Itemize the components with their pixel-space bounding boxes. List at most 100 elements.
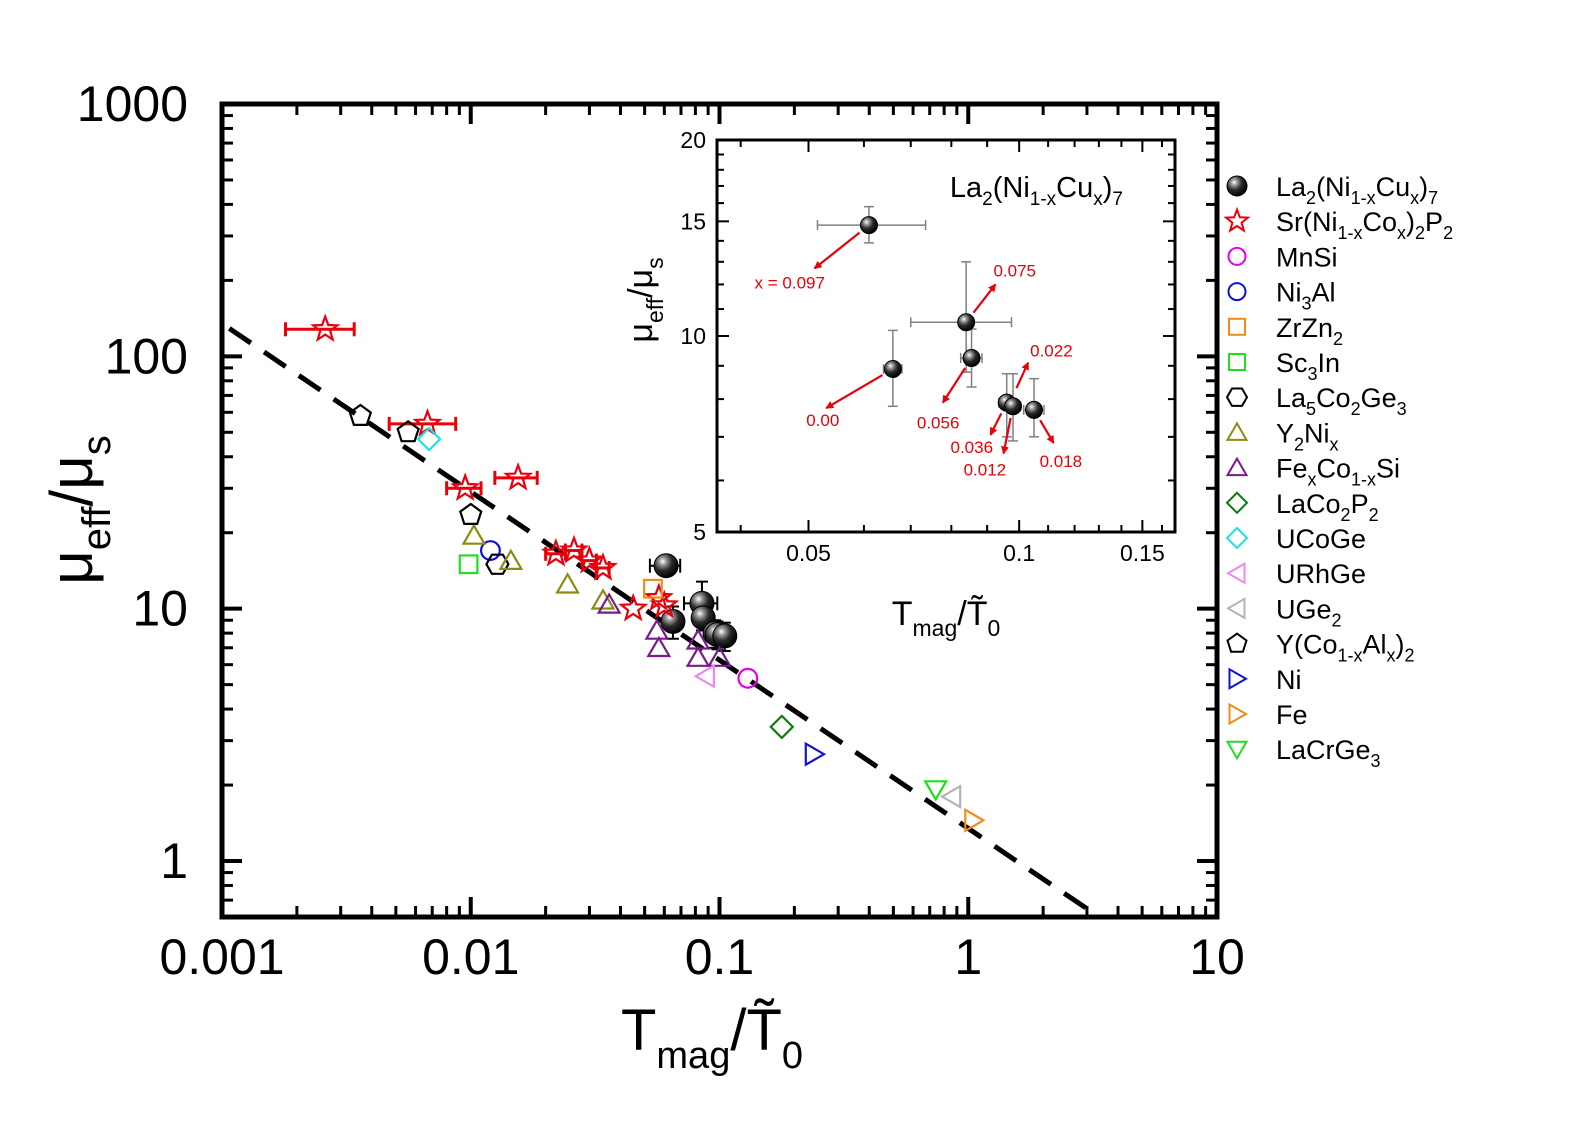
x-label-main2: T̃ [746,998,781,1063]
legend-label: MnSi [1276,242,1338,272]
inset-arrow [941,367,966,404]
inset-arrow [972,283,997,314]
inset-title: La2(Ni1-xCux)7 [950,172,1123,210]
legend-label-part: Al [1312,278,1336,308]
legend-label-part: ZrZn [1276,313,1333,343]
legend-label-part: Co [1363,207,1398,237]
legend-label-sub: 2 [1306,188,1316,208]
inset-point-label: 0.018 [1040,452,1083,471]
main-axis-tick-labels: 0.001 0.01 0.1 1 10 1 10 100 1000 [77,76,1245,985]
legend-marker-hexagon [1225,387,1249,407]
legend-label-part: Sc [1276,348,1308,378]
x-label-slash: / [730,998,747,1063]
main-y-axis-label: μeff/μs [38,435,119,585]
legend-label: UGe2 [1276,594,1342,630]
legend-item: Sc3In [1228,348,1340,384]
legend-label-part: La [1276,172,1307,202]
y-tick-label: 1000 [77,76,188,132]
legend-marker-pentagon [1226,632,1248,653]
point-triangle-up [644,618,670,640]
legend-label-part: Sr(Ni [1276,207,1338,237]
legend-label-sub: 2 [1405,646,1415,666]
legend-label-part: ) [1396,630,1405,660]
legend-label-part: (Ni [1316,172,1351,202]
inset-background [717,140,1175,532]
point-triangle-up [590,588,616,610]
legend-item: Y2Nix [1225,418,1339,454]
legend-label-part: Y [1276,418,1294,448]
point-star [310,313,341,343]
point-star [450,472,481,502]
inset-arrow [1015,361,1030,389]
point-triangle-down [923,780,949,802]
inset-point-sphere [1024,400,1043,419]
inset-arrow [1001,417,1012,455]
legend-label-sub: 1-x [1338,646,1363,666]
legend-label-sub: 7 [1428,188,1438,208]
x-tick-label: 0.1 [685,929,755,985]
inset-point-sphere [957,313,976,332]
legend-label-sub: 1-x [1351,188,1376,208]
y-label-main: μ [38,550,105,585]
inset-arrow [989,412,1003,436]
legend-label: La2(Ni1-xCux)7 [1276,172,1438,208]
main-x-axis-label: Tmag/T̃0 [621,998,803,1077]
legend-label-part: Y(Co [1276,630,1338,660]
legend-label-sub: 2 [1351,399,1361,419]
legend-label: Fe [1276,700,1308,730]
legend-marker-triangle-down [1225,740,1249,761]
point-triangle-up [685,645,711,667]
legend-label-part: Ni [1276,278,1302,308]
inset-x-tick-label: 0.05 [786,540,831,566]
inset-point-label: x = 0.097 [755,273,825,292]
legend-label: Y(Co1-xAlx)2 [1276,630,1415,666]
legend-marker-triangle-left [1225,597,1246,620]
legend-marker-circle [1227,246,1247,266]
point-square [643,578,663,599]
legend-label-sub: 3 [1308,364,1318,384]
x-label-main: T [621,998,656,1063]
point-triangle-left [693,663,716,689]
legend-label-part: Fe [1276,700,1308,730]
legend-label-part: Al [1363,630,1387,660]
point-triangle-up [707,645,732,667]
legend-label-sub: x [1387,646,1396,666]
inset-y-tick-label: 10 [680,323,706,349]
point-star [503,462,534,491]
legend-item: ZrZn2 [1228,313,1343,349]
point-star [643,582,674,612]
legend-label-sub: 3 [1397,399,1407,419]
legend-label-part: URhGe [1276,559,1366,589]
inset-point-sphere [883,359,902,378]
legend-label: Sr(Ni1-xCox)2P2 [1276,207,1453,243]
legend-label-part: LaCrGe [1276,735,1371,765]
legend-label-part: Co [1317,454,1352,484]
inset-point-sphere [859,216,878,235]
legend-item: Sr(Ni1-xCox)2P2 [1223,206,1453,243]
legend-label-sub: 2 [1333,329,1343,349]
x-tick-label: 0.01 [422,929,519,985]
point-diamond [769,714,795,740]
legend-marker-triangle-left [1225,561,1246,585]
point-star [618,592,649,622]
point-pentagon [396,419,420,443]
x-tick-label: 0.001 [159,929,284,985]
point-sphere [653,553,679,579]
inset-arrow [825,374,884,410]
legend-label: Sc3In [1276,348,1340,384]
inset-y-tick-label: 15 [680,208,706,234]
legend-label-part: In [1318,348,1341,378]
legend-label: ZrZn2 [1276,313,1343,349]
legend-label-part: UGe [1276,594,1332,624]
legend-item: URhGe [1225,559,1366,589]
legend-label-sub: 3 [1302,294,1312,314]
x-tick-label: 1 [954,929,982,985]
legend-marker-sphere [1226,175,1248,197]
legend: La2(Ni1-xCux)7Sr(Ni1-xCox)2P2MnSiNi3AlZr… [1223,172,1453,771]
y-label-main2: μ [38,455,105,490]
inset-y-axis-label: μeff/μs [622,257,668,342]
legend-label-part: Cu [1376,172,1411,202]
